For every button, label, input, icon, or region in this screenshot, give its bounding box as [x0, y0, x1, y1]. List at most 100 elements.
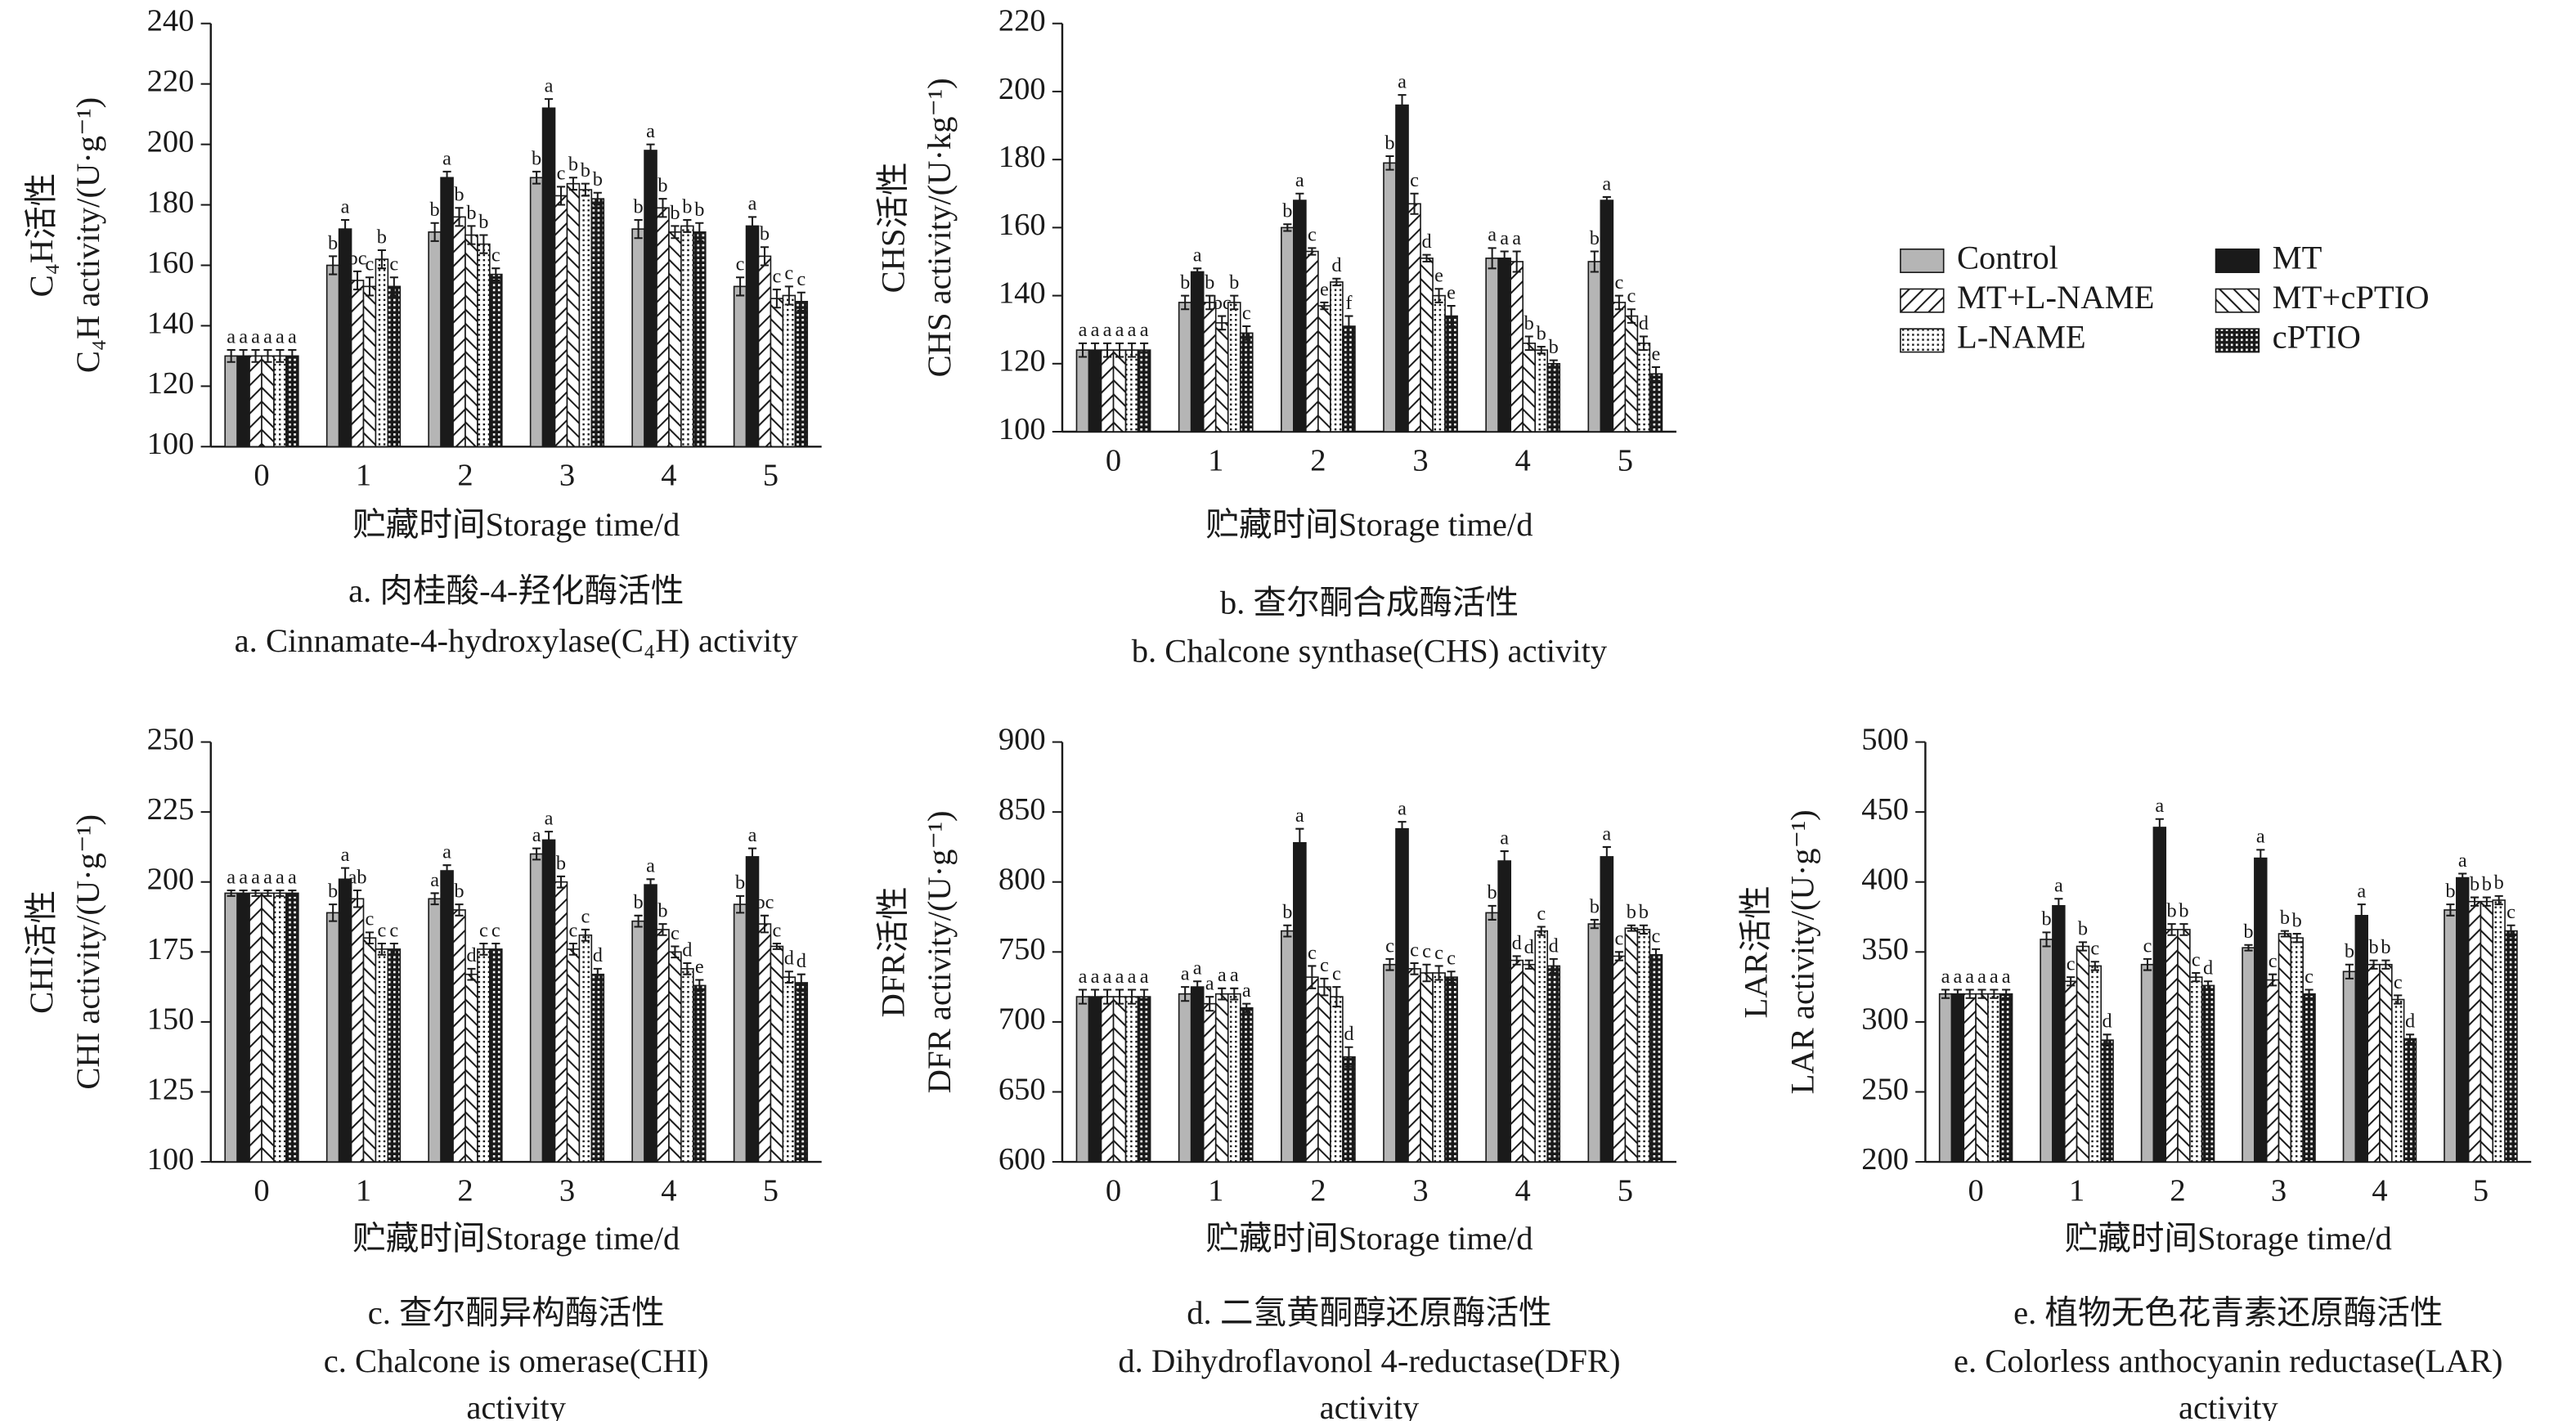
- bar: [1383, 963, 1397, 1163]
- y-tick-label: 240: [147, 4, 195, 38]
- significance-letter: c: [366, 908, 375, 930]
- bar: [387, 285, 402, 448]
- significance-letter: a: [1295, 805, 1304, 827]
- bar: [1088, 996, 1102, 1163]
- bar: [464, 234, 478, 448]
- x-tick-label: 1: [1208, 443, 1223, 477]
- significance-letter: c: [1332, 962, 1341, 984]
- y-tick-label: 120: [147, 366, 195, 401]
- significance-letter: b: [568, 154, 578, 176]
- bar: [1649, 373, 1663, 433]
- significance-letter: b: [1282, 901, 1292, 923]
- significance-letter: a: [1103, 319, 1112, 341]
- y-tick-label: 350: [1861, 932, 1909, 966]
- significance-letter: c: [1308, 942, 1317, 964]
- significance-letter: c: [366, 253, 375, 276]
- significance-letter: b: [760, 223, 770, 245]
- bar: [644, 884, 657, 1163]
- bar: [1649, 953, 1663, 1163]
- significance-letter: d: [1549, 935, 1559, 957]
- error-bar: [389, 276, 398, 297]
- bar: [1938, 993, 1953, 1163]
- legend-label: L-NAME: [1957, 319, 2086, 356]
- error-bar: [1447, 305, 1456, 328]
- significance-letter: c: [1651, 925, 1660, 947]
- chart-title: e. 植物无色花青素还原酶活性: [2013, 1294, 2443, 1331]
- error-bar: [479, 943, 488, 956]
- bar: [1227, 993, 1241, 1163]
- bar: [1281, 930, 1295, 1163]
- bar: [757, 923, 772, 1163]
- bar: [285, 355, 299, 448]
- legend-label: MT+cPTIO: [2273, 279, 2430, 316]
- x-tick-label: 3: [559, 459, 575, 493]
- bar: [1432, 294, 1446, 433]
- significance-letter: e: [1651, 343, 1660, 365]
- bar: [566, 948, 581, 1163]
- error-bar: [1344, 1046, 1353, 1068]
- error-bar: [1639, 335, 1648, 352]
- bar: [249, 892, 263, 1163]
- error-bar: [772, 289, 781, 309]
- x-axis-label: 贮藏时间Storage time/d: [2065, 1220, 2392, 1257]
- error-bar: [2179, 923, 2188, 936]
- significance-letter: c: [2394, 971, 2403, 993]
- bar: [680, 968, 694, 1163]
- bar: [541, 839, 556, 1163]
- bar: [794, 301, 809, 448]
- bar: [2290, 937, 2304, 1163]
- bar: [1497, 860, 1511, 1163]
- bar: [1624, 927, 1639, 1163]
- x-tick-label: 1: [356, 1173, 371, 1208]
- error-bar: [1549, 359, 1558, 368]
- bar: [1100, 996, 1115, 1163]
- significance-letter: a: [1079, 319, 1088, 341]
- significance-letter: b: [328, 881, 338, 903]
- bar: [2302, 993, 2316, 1163]
- bar: [1485, 912, 1499, 1163]
- significance-letter: b: [1639, 901, 1649, 923]
- significance-letter: c: [479, 919, 488, 941]
- bar: [2242, 947, 2255, 1163]
- bar: [1999, 993, 2013, 1163]
- significance-letter: c: [2143, 935, 2152, 957]
- significance-letter: b: [2494, 872, 2504, 894]
- error-bar: [1537, 345, 1546, 355]
- legend-label: cPTIO: [2273, 319, 2361, 356]
- legend-swatch: [1900, 328, 1945, 353]
- x-tick-label: 3: [2271, 1173, 2287, 1208]
- significance-letter: a: [1488, 224, 1497, 246]
- error-bar: [263, 348, 272, 363]
- significance-letter: a: [748, 824, 757, 846]
- error-bar: [1115, 342, 1124, 358]
- error-bar: [1181, 294, 1190, 311]
- bar: [1395, 104, 1409, 433]
- error-bar: [251, 889, 260, 897]
- error-bar: [772, 943, 781, 950]
- error-bar: [1590, 918, 1599, 930]
- y-tick-label: 700: [999, 1002, 1046, 1037]
- bar: [631, 920, 645, 1163]
- error-bar: [1398, 94, 1407, 117]
- bar: [236, 355, 250, 448]
- chart-title: b. Chalcone synthase(CHS) activity: [1132, 632, 1608, 669]
- significance-letter: b: [478, 211, 488, 233]
- error-bar: [581, 182, 590, 197]
- error-bar: [2458, 872, 2467, 883]
- bar: [1190, 271, 1205, 433]
- significance-letter: b: [634, 891, 644, 913]
- bar: [2504, 930, 2518, 1163]
- error-bar: [1332, 277, 1341, 287]
- bar: [1317, 986, 1331, 1163]
- significance-letter: b: [430, 199, 440, 221]
- error-bar: [532, 847, 541, 861]
- significance-letter: a: [1079, 966, 1088, 988]
- significance-letter: b: [2078, 918, 2088, 940]
- significance-letter: c: [736, 253, 745, 276]
- bar: [1075, 349, 1090, 433]
- significance-letter: a: [2458, 849, 2467, 872]
- error-bar: [2256, 849, 2265, 867]
- legend-label: Control: [1957, 239, 2058, 276]
- bar: [2480, 900, 2494, 1163]
